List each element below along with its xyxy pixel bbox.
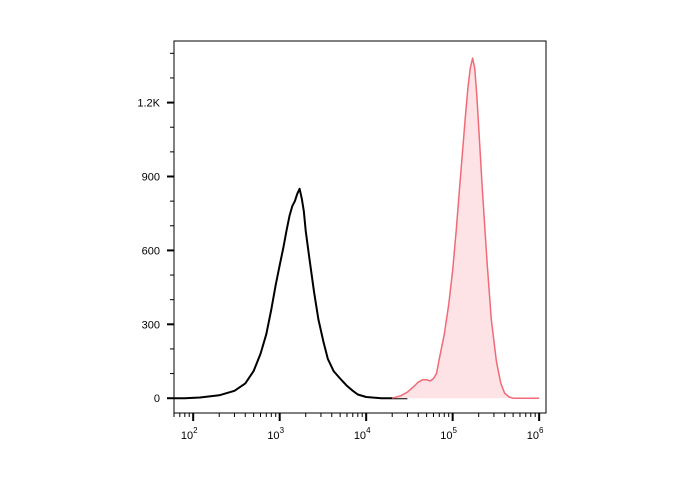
y-tick-label: 600: [142, 245, 160, 257]
y-tick-label: 300: [142, 319, 160, 331]
series-layer: [174, 57, 540, 400]
y-tick-label: 0: [154, 393, 160, 405]
x-tick-label: 103: [267, 426, 284, 442]
series-1-area: [392, 58, 540, 399]
y-tick-label: 900: [142, 171, 160, 183]
series-1-line: [391, 57, 540, 399]
plot-frame: [173, 40, 547, 414]
x-tick-label: 105: [440, 426, 457, 442]
x-tick-label: 104: [354, 426, 371, 442]
y-axis: 0 300 600 900 1.2K: [137, 52, 174, 405]
y-tick-label: 1.2K: [137, 98, 160, 110]
x-axis: 102 103 104 105 106: [173, 413, 544, 442]
x-tick-label: 102: [181, 426, 198, 442]
series-0-line: [174, 187, 408, 400]
x-tick-label: 106: [527, 426, 544, 442]
